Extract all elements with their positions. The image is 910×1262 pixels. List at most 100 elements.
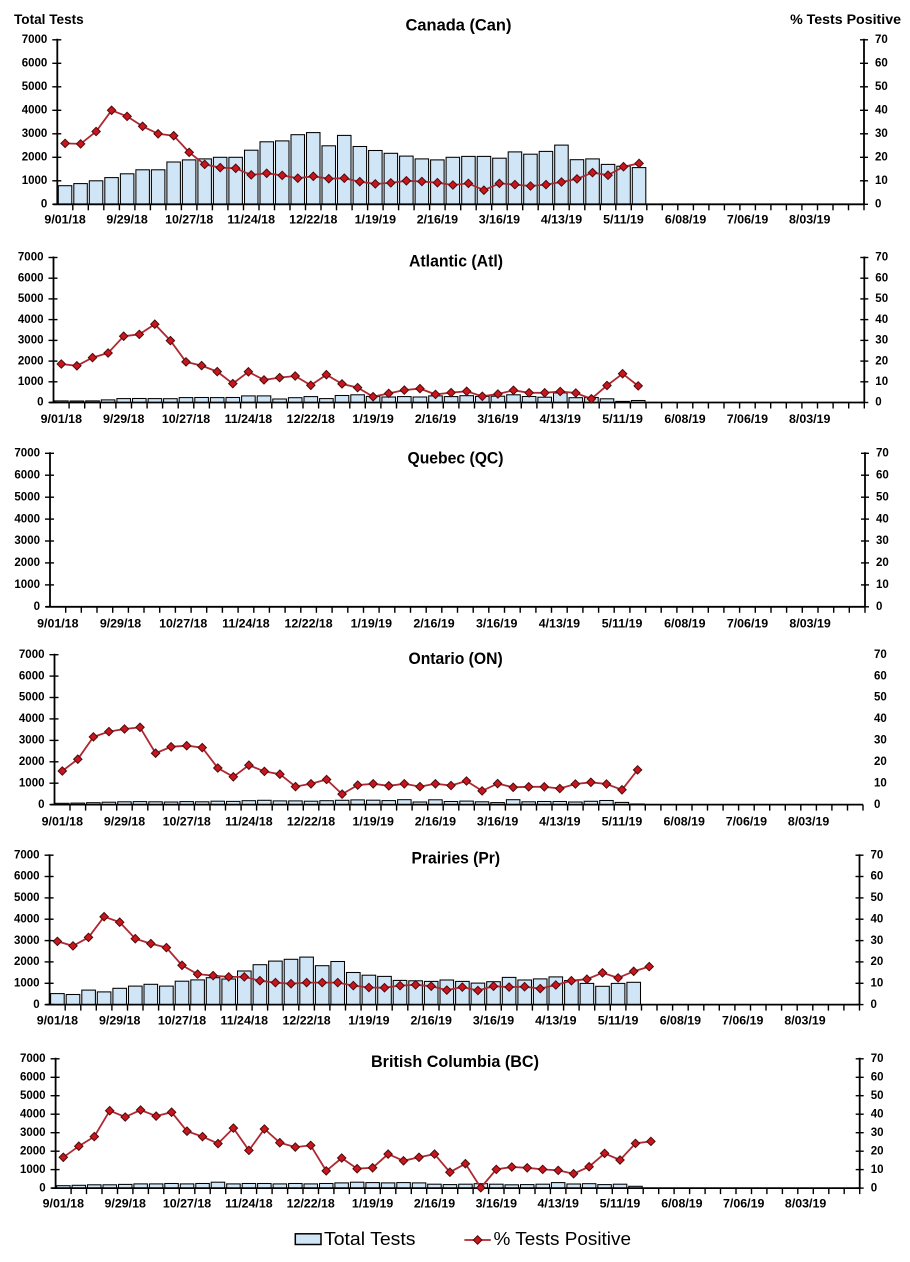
svg-text:11/24/18: 11/24/18 — [222, 617, 270, 631]
svg-text:1/19/19: 1/19/19 — [355, 212, 396, 226]
svg-text:50: 50 — [876, 491, 889, 503]
svg-text:4/13/19: 4/13/19 — [539, 617, 580, 631]
svg-text:1000: 1000 — [18, 376, 44, 388]
svg-text:11/24/18: 11/24/18 — [225, 1197, 273, 1211]
svg-text:30: 30 — [875, 335, 888, 347]
svg-text:3/16/19: 3/16/19 — [476, 1197, 517, 1211]
svg-text:50: 50 — [871, 892, 884, 904]
svg-text:4000: 4000 — [20, 1108, 46, 1120]
svg-text:2000: 2000 — [18, 355, 44, 367]
svg-text:6000: 6000 — [20, 1072, 46, 1084]
svg-text:60: 60 — [875, 58, 888, 70]
svg-text:60: 60 — [871, 1072, 884, 1084]
svg-text:1/19/19: 1/19/19 — [353, 815, 394, 829]
svg-text:2/16/19: 2/16/19 — [417, 212, 458, 226]
svg-text:0: 0 — [34, 601, 40, 613]
svg-text:5/11/19: 5/11/19 — [600, 1197, 641, 1211]
svg-text:3/16/19: 3/16/19 — [477, 412, 518, 426]
svg-text:70: 70 — [871, 849, 884, 861]
svg-text:0: 0 — [33, 999, 39, 1011]
svg-text:8/03/19: 8/03/19 — [789, 412, 830, 426]
svg-text:8/03/19: 8/03/19 — [785, 1197, 826, 1211]
svg-text:Canada (Can): Canada (Can) — [406, 17, 512, 35]
svg-text:6/08/19: 6/08/19 — [664, 617, 705, 631]
svg-text:5/11/19: 5/11/19 — [598, 1014, 639, 1028]
svg-text:1/19/19: 1/19/19 — [351, 617, 392, 631]
svg-text:1/19/19: 1/19/19 — [348, 1014, 389, 1028]
svg-text:6000: 6000 — [14, 469, 40, 481]
svg-text:4000: 4000 — [18, 314, 44, 326]
svg-text:5/11/19: 5/11/19 — [603, 212, 644, 226]
svg-text:3000: 3000 — [19, 735, 45, 747]
svg-text:4000: 4000 — [14, 913, 40, 925]
svg-text:2000: 2000 — [22, 152, 48, 164]
svg-text:9/01/18: 9/01/18 — [44, 212, 85, 226]
svg-text:7/06/19: 7/06/19 — [727, 412, 768, 426]
svg-text:3/16/19: 3/16/19 — [476, 617, 517, 631]
svg-text:5000: 5000 — [19, 692, 45, 704]
svg-text:9/01/18: 9/01/18 — [43, 1197, 84, 1211]
svg-text:9/01/18: 9/01/18 — [42, 815, 83, 829]
svg-text:70: 70 — [875, 34, 888, 46]
svg-text:12/22/18: 12/22/18 — [289, 212, 337, 226]
svg-text:12/22/18: 12/22/18 — [284, 617, 332, 631]
svg-text:50: 50 — [874, 692, 887, 704]
svg-text:11/24/18: 11/24/18 — [225, 815, 273, 829]
svg-text:60: 60 — [875, 272, 888, 284]
svg-text:7/06/19: 7/06/19 — [727, 617, 768, 631]
svg-text:10/27/18: 10/27/18 — [163, 1197, 211, 1211]
svg-text:50: 50 — [875, 81, 888, 93]
svg-text:9/01/18: 9/01/18 — [37, 617, 78, 631]
svg-text:0: 0 — [39, 1182, 45, 1194]
svg-text:6000: 6000 — [22, 58, 48, 70]
svg-text:Total Tests: Total Tests — [324, 1228, 416, 1249]
svg-text:5/11/19: 5/11/19 — [602, 412, 643, 426]
svg-text:11/24/18: 11/24/18 — [227, 212, 275, 226]
svg-text:9/29/18: 9/29/18 — [104, 815, 145, 829]
svg-text:6000: 6000 — [14, 871, 40, 883]
svg-text:1000: 1000 — [22, 175, 48, 187]
svg-text:3/16/19: 3/16/19 — [473, 1014, 514, 1028]
svg-text:12/22/18: 12/22/18 — [287, 412, 335, 426]
svg-text:20: 20 — [876, 557, 889, 569]
svg-text:Ontario (ON): Ontario (ON) — [409, 650, 503, 668]
svg-text:1000: 1000 — [14, 579, 40, 591]
svg-text:10/27/18: 10/27/18 — [165, 212, 213, 226]
svg-text:6/08/19: 6/08/19 — [661, 1197, 702, 1211]
svg-text:10: 10 — [875, 376, 888, 388]
svg-text:7000: 7000 — [19, 649, 45, 661]
svg-text:60: 60 — [876, 469, 889, 481]
svg-text:4/13/19: 4/13/19 — [539, 815, 580, 829]
svg-text:3000: 3000 — [22, 128, 48, 140]
svg-text:4/13/19: 4/13/19 — [541, 212, 582, 226]
svg-text:40: 40 — [876, 513, 889, 525]
svg-text:0: 0 — [37, 397, 43, 409]
svg-text:3/16/19: 3/16/19 — [477, 815, 518, 829]
svg-text:7000: 7000 — [18, 252, 44, 264]
svg-text:20: 20 — [871, 1145, 884, 1157]
svg-text:5000: 5000 — [20, 1090, 46, 1102]
svg-text:7/06/19: 7/06/19 — [723, 1197, 764, 1211]
svg-text:9/29/18: 9/29/18 — [105, 1197, 146, 1211]
svg-text:30: 30 — [871, 935, 884, 947]
svg-text:60: 60 — [871, 871, 884, 883]
svg-text:6000: 6000 — [18, 272, 44, 284]
svg-text:30: 30 — [874, 735, 887, 747]
svg-text:5000: 5000 — [22, 81, 48, 93]
svg-text:10/27/18: 10/27/18 — [159, 617, 207, 631]
svg-text:% Tests Positive: % Tests Positive — [790, 12, 901, 28]
svg-text:3/16/19: 3/16/19 — [479, 212, 520, 226]
svg-text:10: 10 — [876, 579, 889, 591]
svg-text:20: 20 — [875, 355, 888, 367]
svg-text:5000: 5000 — [18, 293, 44, 305]
svg-text:9/29/18: 9/29/18 — [99, 1014, 140, 1028]
svg-text:70: 70 — [874, 649, 887, 661]
svg-text:8/03/19: 8/03/19 — [789, 617, 830, 631]
svg-text:Prairies (Pr): Prairies (Pr) — [412, 850, 501, 868]
svg-text:20: 20 — [875, 152, 888, 164]
svg-text:1000: 1000 — [19, 777, 45, 789]
svg-text:10: 10 — [871, 1164, 884, 1176]
svg-text:4000: 4000 — [22, 105, 48, 117]
svg-text:7/06/19: 7/06/19 — [726, 815, 767, 829]
svg-text:30: 30 — [876, 535, 889, 547]
